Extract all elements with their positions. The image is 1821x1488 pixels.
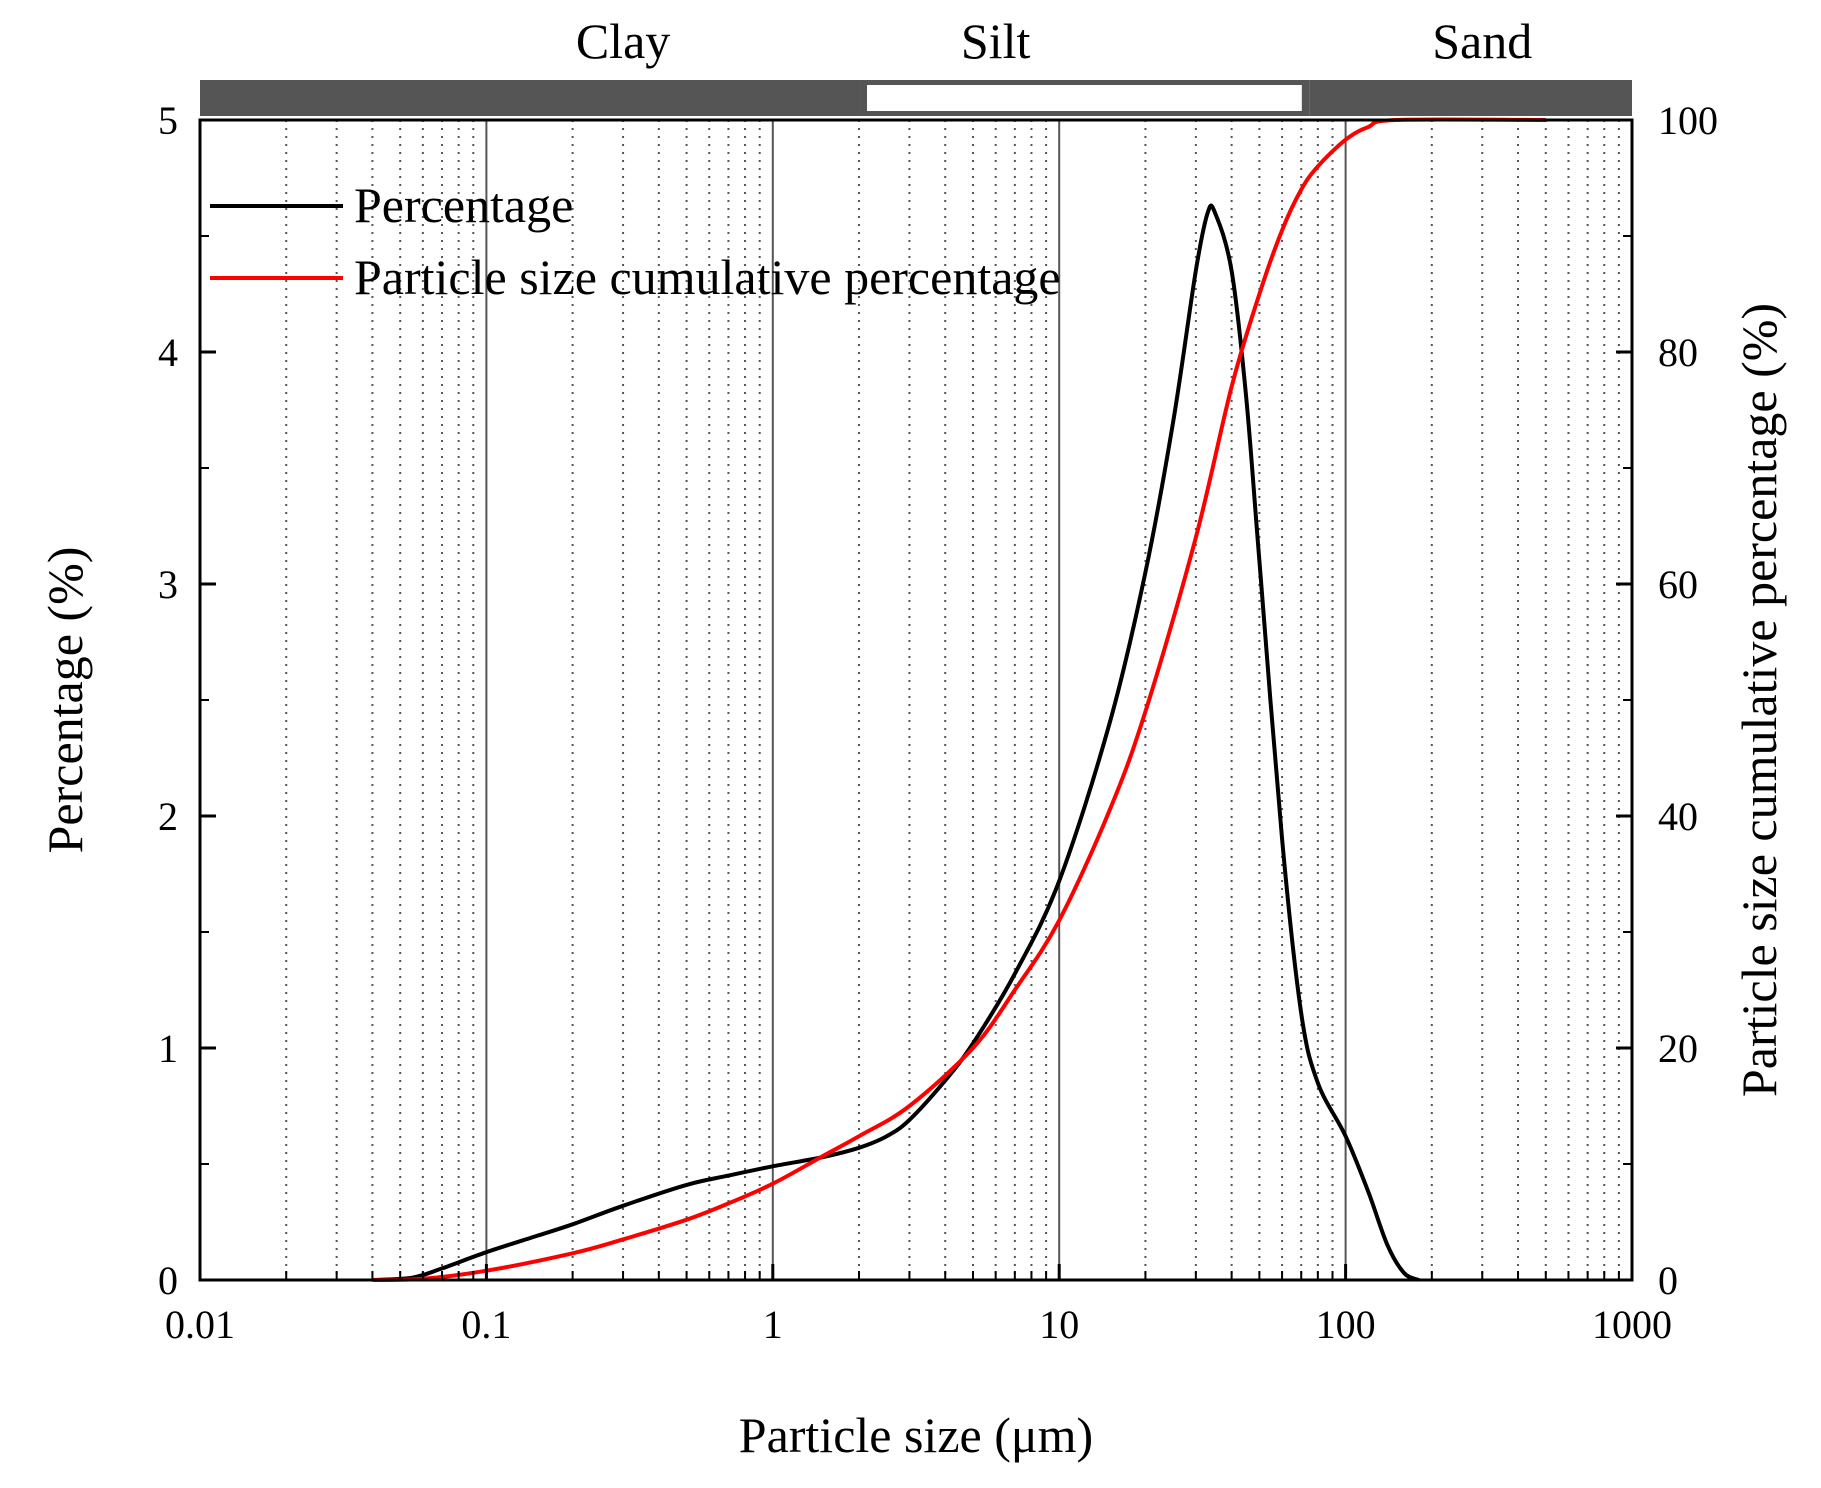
y2-tick-label: 20 <box>1658 1026 1698 1071</box>
series-layer <box>372 117 1546 1282</box>
y2-tick-label: 60 <box>1658 562 1698 607</box>
grid-layer <box>285 120 1620 1280</box>
percentage-line <box>372 203 1420 1282</box>
legend: Percentage Particle size cumulative perce… <box>210 177 1061 305</box>
y2-tick-label: 80 <box>1658 330 1698 375</box>
x-tick-label: 0.01 <box>165 1302 235 1347</box>
legend-label-percentage: Percentage <box>354 177 573 233</box>
x-tick-label: 100 <box>1316 1302 1376 1347</box>
y2-tick-label: 100 <box>1658 98 1718 143</box>
band-label-clay: Clay <box>576 13 670 69</box>
x-tick-label: 1000 <box>1592 1302 1672 1347</box>
y-tick-label: 2 <box>158 794 178 839</box>
band-sand <box>1309 80 1632 116</box>
x-tick-label: 0.1 <box>461 1302 511 1347</box>
cumulative-percentage-line <box>372 117 1546 1282</box>
y-tick-label: 1 <box>158 1026 178 1071</box>
band-label-sand: Sand <box>1432 13 1532 69</box>
size-class-bar: Clay Silt Sand <box>200 13 1632 116</box>
axis-layer: 0.01 0.1 1 10 100 1000012345020406080100Parti… <box>37 98 1787 1463</box>
y2-tick-label: 40 <box>1658 794 1698 839</box>
y-tick-label: 4 <box>158 330 178 375</box>
y2-tick-label: 0 <box>1658 1258 1678 1303</box>
x-axis-title: Particle size (μm) <box>739 1407 1093 1463</box>
band-label-silt: Silt <box>961 13 1031 69</box>
legend-label-cumulative: Particle size cumulative percentage <box>354 249 1061 305</box>
y-tick-label: 3 <box>158 562 178 607</box>
y2-axis-title: Particle size cumulative percentage (%) <box>1731 303 1787 1097</box>
x-tick-label: 10 <box>1039 1302 1079 1347</box>
y-tick-label: 0 <box>158 1258 178 1303</box>
y-axis-title: Percentage (%) <box>37 547 93 854</box>
band-silt <box>867 85 1302 111</box>
x-tick-label: 1 <box>763 1302 783 1347</box>
y-tick-label: 5 <box>158 98 178 143</box>
band-clay <box>200 80 860 116</box>
